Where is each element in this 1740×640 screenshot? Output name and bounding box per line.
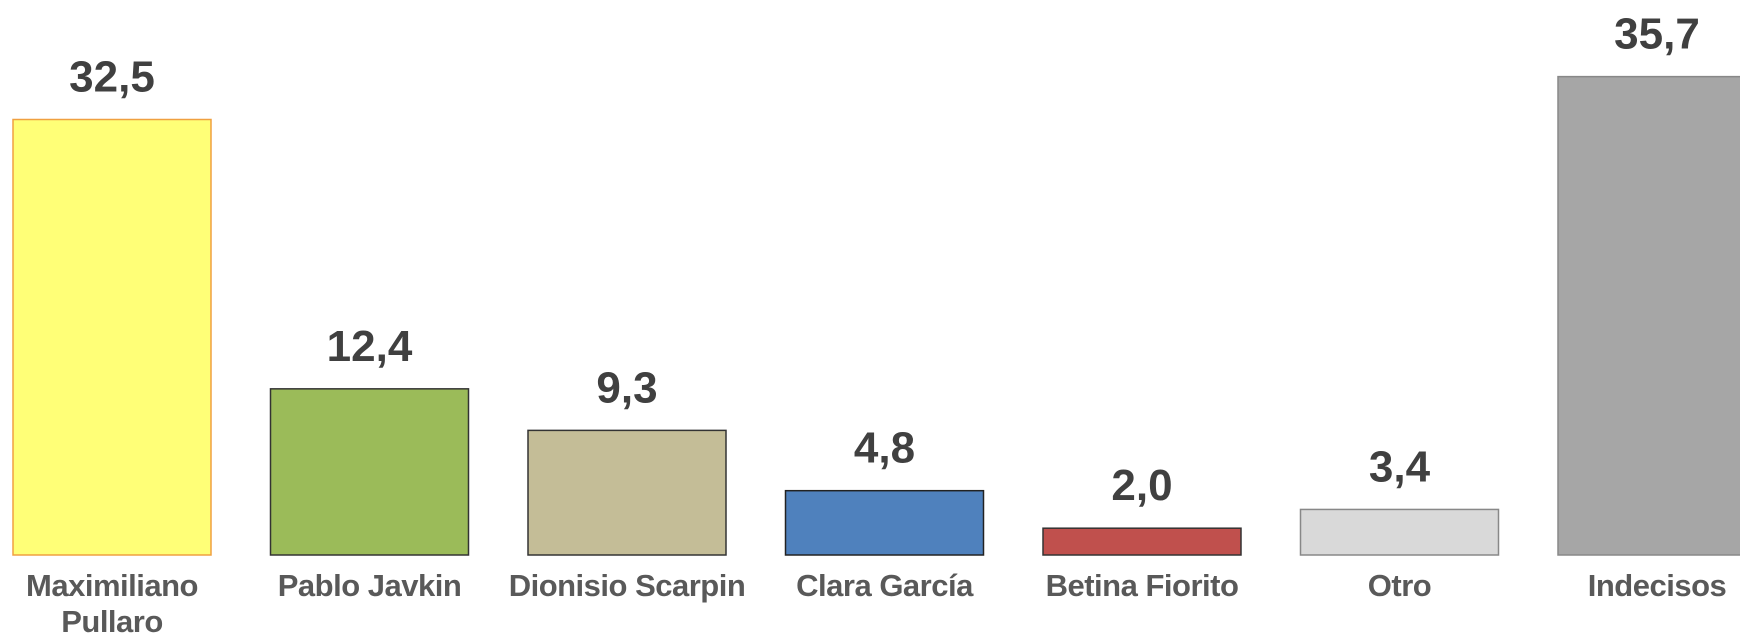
bar — [527, 429, 727, 556]
bar — [12, 118, 212, 556]
value-label: 4,8 — [854, 424, 915, 473]
value-label: 12,4 — [327, 322, 413, 371]
category-label: Clara García — [796, 568, 973, 603]
bar — [1299, 508, 1500, 556]
category-label: Betina Fiorito — [1045, 568, 1239, 603]
category-label: Indecisos — [1587, 568, 1727, 603]
category-label: Dionisio Scarpin — [508, 568, 746, 603]
value-label: 32,5 — [69, 53, 155, 102]
value-label: 9,3 — [596, 363, 657, 412]
bar — [784, 489, 985, 556]
bar — [1557, 75, 1740, 556]
value-label: 3,4 — [1369, 442, 1431, 491]
category-label: Maximiliano Pullaro — [26, 568, 198, 639]
category-label: Pablo Javkin — [277, 568, 462, 603]
bar — [269, 388, 470, 556]
category-label: Otro — [1367, 568, 1432, 603]
value-label: 35,7 — [1614, 10, 1700, 59]
value-label: 2,0 — [1111, 461, 1172, 510]
bar — [1042, 527, 1242, 556]
